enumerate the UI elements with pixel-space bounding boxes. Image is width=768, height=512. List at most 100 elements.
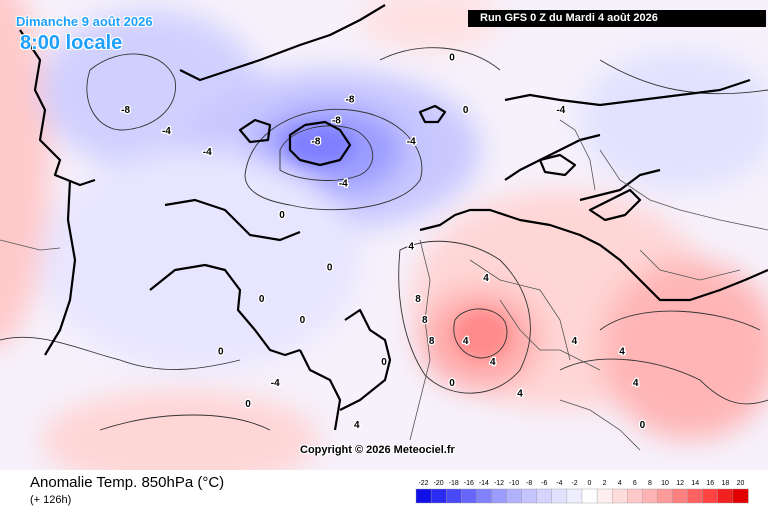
contour-line <box>398 240 531 394</box>
coastline-greenland-east <box>179 4 386 82</box>
legend-tick-label: 20 <box>737 480 745 487</box>
contour-line <box>453 308 508 359</box>
coastline-canada-arctic <box>44 179 77 356</box>
coastline-kola <box>504 133 601 181</box>
copyright-notice: Copyright © 2026 Meteociel.fr <box>300 444 455 456</box>
legend-tick-label: -6 <box>541 480 547 487</box>
contour-label: 0 <box>218 347 224 358</box>
legend-swatch <box>506 488 523 504</box>
coastline-iceland <box>288 120 352 167</box>
anomaly-core-detail <box>285 125 510 360</box>
legend-tick-label: 4 <box>618 480 622 487</box>
contour-label: 4 <box>619 347 625 358</box>
country-border <box>0 239 61 251</box>
legend-tick-label: 8 <box>648 480 652 487</box>
legend-tick-label: -22 <box>418 480 428 487</box>
legend-swatch <box>672 488 689 504</box>
legend-tick-label: -14 <box>479 480 489 487</box>
coastline-siberia-north <box>419 208 768 302</box>
contour-line <box>279 125 374 181</box>
contour-label: 0 <box>245 399 251 410</box>
anomaly-warm-east <box>600 260 768 440</box>
legend-swatch <box>566 488 583 504</box>
contour-label: -4 <box>162 126 171 137</box>
coastline-labrador <box>299 349 342 431</box>
legend-swatch <box>596 488 613 504</box>
anomaly-cold-spot <box>285 125 355 165</box>
coastlines <box>19 4 768 431</box>
contour-label: -8 <box>312 137 321 148</box>
legend-swatch <box>702 488 719 504</box>
country-border <box>559 119 596 191</box>
legend-tick-label: -20 <box>434 480 444 487</box>
contour-label: -4 <box>407 137 416 148</box>
run-info: Run GFS 0 Z du Mardi 4 août 2026 <box>468 10 766 27</box>
legend-swatch <box>461 488 477 504</box>
legend-tick-label: 6 <box>633 480 637 487</box>
legend-tick-label: 16 <box>706 480 714 487</box>
contour-label: 4 <box>463 336 469 347</box>
legend-swatch <box>521 488 538 504</box>
borders <box>0 119 768 451</box>
legend-swatch <box>611 488 628 504</box>
contour-label: 0 <box>640 420 646 431</box>
contour-label: 0 <box>449 378 455 389</box>
legend-swatch <box>732 488 749 504</box>
color-legend: -22 -20 -18 -16 -14 -12 -10 -8 -6 -4 -2 0 2 4 6 8 10 12 14… <box>415 480 749 504</box>
legend-tick-label: 0 <box>588 480 592 487</box>
contour-line <box>0 336 241 370</box>
legend-tick-label: -4 <box>556 480 562 487</box>
contour-label: 0 <box>259 294 265 305</box>
contour-label: 0 <box>381 357 387 368</box>
anomaly-cold-central <box>40 150 360 370</box>
legend-swatch <box>415 488 432 504</box>
contour-line <box>559 358 768 405</box>
legend-tick-label: -18 <box>449 480 459 487</box>
contour-label: 4 <box>490 357 496 368</box>
forecast-date: Dimanche 9 août 2026 <box>16 14 153 29</box>
coastline-alaska-north <box>339 308 392 411</box>
contour-line <box>599 59 768 95</box>
contour-label: 4 <box>354 420 360 431</box>
contour-label: -4 <box>339 179 348 190</box>
contour-label: 4 <box>572 336 578 347</box>
contour-label: -8 <box>121 105 130 116</box>
legend-swatch <box>657 488 674 504</box>
contour-label: 8 <box>422 315 428 326</box>
coastline-hudson-inner <box>149 263 301 357</box>
country-border <box>499 299 601 371</box>
legend-tick-label: -8 <box>526 480 532 487</box>
contour-line <box>244 108 423 211</box>
contour-line <box>379 47 501 71</box>
contour-line <box>599 310 761 331</box>
legend-swatch <box>536 488 553 504</box>
field-title: Anomalie Temp. 850hPa (°C) <box>30 474 225 491</box>
country-border <box>559 399 641 451</box>
contour-line <box>86 53 176 131</box>
contour-line <box>99 414 271 431</box>
coastline-scandinavia <box>504 78 751 107</box>
legend-swatch <box>581 488 598 504</box>
legend-tick-label: 2 <box>603 480 607 487</box>
legend-swatch <box>430 488 447 504</box>
contour-label: 4 <box>633 378 639 389</box>
legend-tick-label: 18 <box>722 480 730 487</box>
contour-label: -8 <box>346 95 355 106</box>
contour-label: 0 <box>300 315 306 326</box>
contour-label: 4 <box>517 389 523 400</box>
anomaly-cold-northeast <box>580 50 768 190</box>
legend-swatch <box>476 488 493 504</box>
anomaly-warm-south <box>40 390 320 470</box>
coastline-island-north <box>238 118 272 144</box>
contour-lines <box>0 47 768 431</box>
anomaly-warm-west <box>0 0 50 348</box>
legend-swatch <box>717 488 734 504</box>
contour-label: 0 <box>327 263 333 274</box>
contour-label: -4 <box>271 378 280 389</box>
country-border <box>599 149 768 231</box>
contour-label: 8 <box>429 336 435 347</box>
legend-tick-label: -10 <box>509 480 519 487</box>
